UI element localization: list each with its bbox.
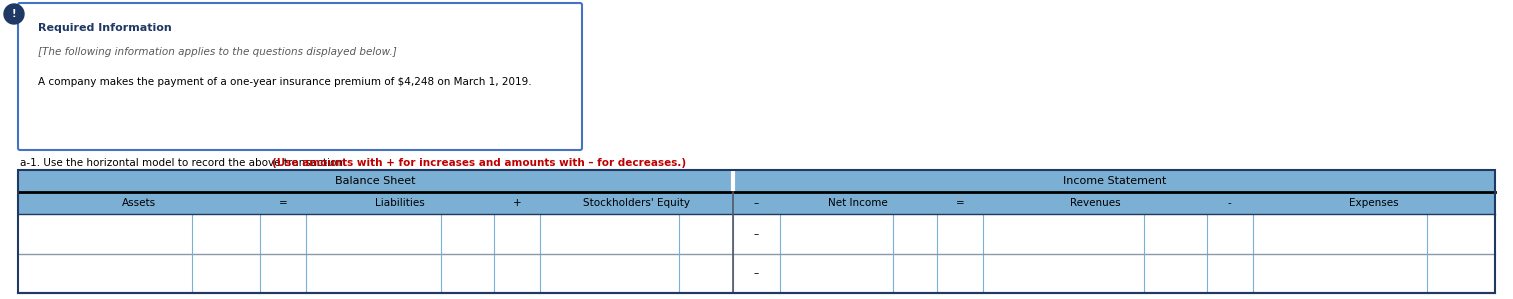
Text: +: + (513, 198, 520, 208)
Text: Liabilities: Liabilities (375, 198, 425, 208)
Bar (18, 170, 1495, 293)
Text: (Use amounts with + for increases and amounts with – for decreases.): (Use amounts with + for increases and am… (272, 158, 685, 168)
Text: –: – (753, 229, 760, 239)
Bar (18, 192, 1495, 214)
Text: Net Income: Net Income (828, 198, 888, 208)
Bar (18, 214, 1495, 254)
Text: Required Information: Required Information (38, 23, 172, 33)
Text: a-1. Use the horizontal model to record the above transaction.: a-1. Use the horizontal model to record … (20, 158, 350, 168)
Text: =: = (956, 198, 964, 208)
Text: Income Statement: Income Statement (1062, 176, 1167, 186)
Text: A company makes the payment of a one-year insurance premium of $4,248 on March 1: A company makes the payment of a one-yea… (38, 77, 531, 87)
Text: -: - (1229, 198, 1232, 208)
Text: Balance Sheet: Balance Sheet (336, 176, 416, 186)
Circle shape (5, 4, 24, 24)
Bar (18, 170, 734, 192)
Bar (18, 254, 1495, 293)
Text: =: = (278, 198, 287, 208)
Text: [The following information applies to the questions displayed below.]: [The following information applies to th… (38, 47, 396, 57)
Text: Revenues: Revenues (1070, 198, 1120, 208)
Text: Assets: Assets (123, 198, 156, 208)
Text: !: ! (12, 9, 17, 19)
Text: Stockholders' Equity: Stockholders' Equity (583, 198, 690, 208)
Text: –: – (753, 198, 760, 208)
Bar (734, 170, 1495, 192)
Text: Expenses: Expenses (1350, 198, 1398, 208)
FancyBboxPatch shape (18, 3, 583, 150)
Text: –: – (753, 268, 760, 278)
